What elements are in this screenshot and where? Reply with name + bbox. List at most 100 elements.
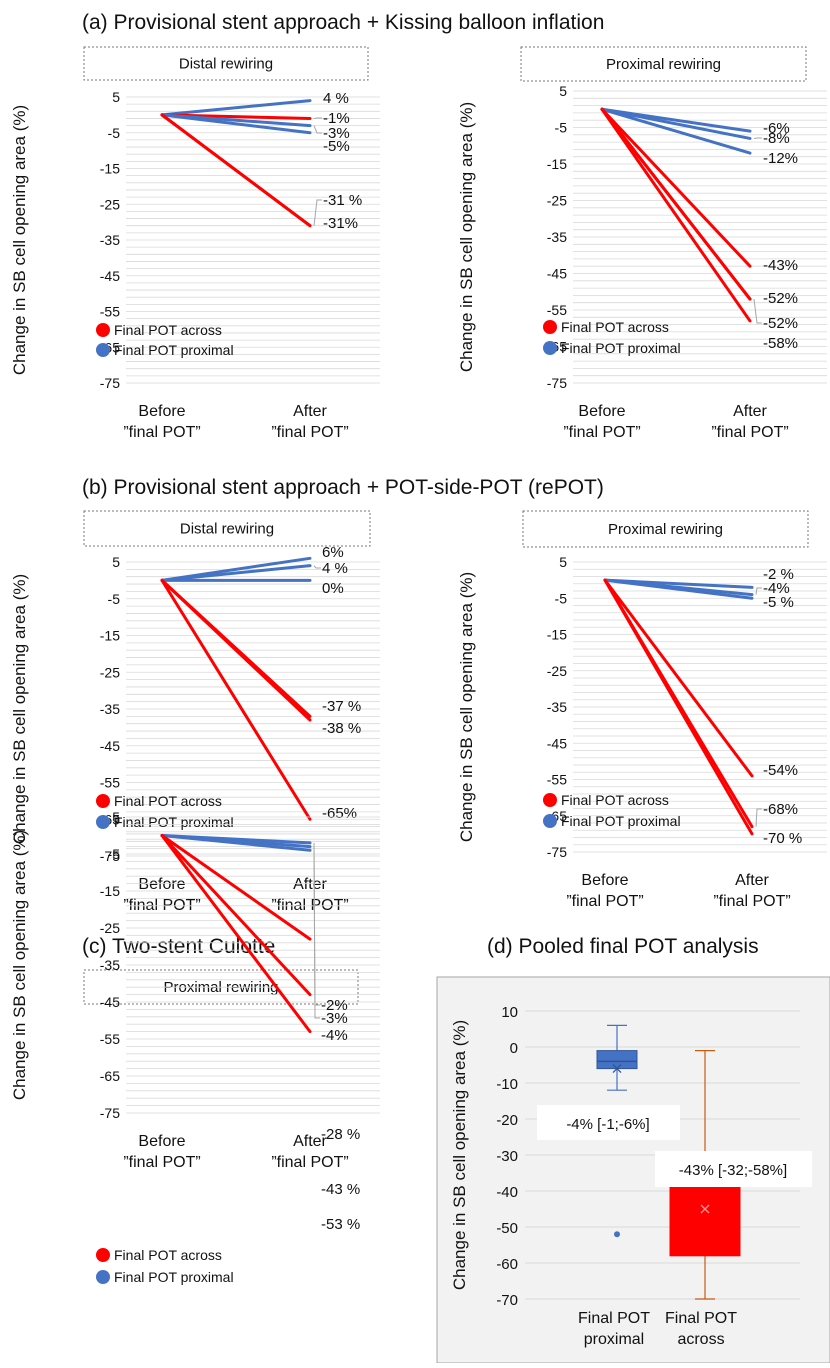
y-tick-label: -55 — [100, 304, 120, 320]
data-label: -43 % — [321, 1181, 360, 1198]
x-category-label: After”final POT” — [271, 876, 348, 914]
y-axis-label: Change in SB cell opening area (%) — [10, 830, 29, 1100]
data-label: -70 % — [763, 830, 802, 847]
legend-marker-across — [543, 320, 557, 334]
data-label: 4 % — [323, 90, 349, 107]
data-label: -54% — [763, 762, 798, 779]
y-tick-label: -65 — [100, 1068, 120, 1084]
x-category-label: Before”final POT” — [123, 403, 200, 441]
box-annotation: -4% [-1;-6%] — [566, 1116, 649, 1133]
data-label: -43% — [763, 257, 798, 274]
y-tick-label: -60 — [496, 1256, 518, 1273]
y-tick-label: -70 — [496, 1292, 518, 1309]
y-tick-label: -35 — [100, 957, 120, 973]
y-tick-label: -45 — [100, 994, 120, 1010]
series-line-across — [602, 109, 750, 299]
y-tick-label: -55 — [100, 775, 120, 791]
y-tick-label: 0 — [510, 1040, 518, 1057]
y-tick-label: -35 — [547, 229, 567, 245]
section-title-a: (a) Provisional stent approach + Kissing… — [82, 11, 604, 34]
y-tick-label: -55 — [547, 772, 567, 788]
box-outlier — [614, 1231, 620, 1237]
data-label: 4 % — [322, 560, 348, 577]
y-tick-label: -75 — [547, 844, 567, 860]
y-tick-label: -25 — [100, 196, 120, 212]
data-label: -5% — [323, 138, 350, 155]
legend-label: Final POT proximal — [114, 342, 234, 358]
legend-marker-across — [96, 1248, 110, 1262]
y-tick-label: -75 — [547, 375, 567, 391]
data-label: -3% — [321, 1010, 348, 1027]
section-title-d: (d) Pooled final POT analysis — [487, 935, 759, 958]
data-label: -38 % — [322, 720, 361, 737]
chart-title: Proximal rewiring — [608, 521, 723, 538]
legend-marker-proximal — [96, 343, 110, 357]
y-axis-label: Change in SB cell opening area (%) — [457, 102, 476, 372]
y-tick-label: -10 — [496, 1076, 518, 1093]
legend-marker-proximal — [543, 341, 557, 355]
y-tick-label: -35 — [547, 699, 567, 715]
data-label-leader — [314, 126, 322, 133]
y-tick-label: -55 — [547, 302, 567, 318]
legend-marker-proximal — [543, 814, 557, 828]
x-category-label: Before”final POT” — [563, 403, 640, 441]
data-label: -4% — [321, 1027, 348, 1044]
y-tick-label: -25 — [100, 664, 120, 680]
legend-marker-across — [96, 323, 110, 337]
chart-title: Distal rewiring — [179, 56, 273, 73]
chart-b-proximal: Proximal rewiring5-5-15-25-35-45-55-65-7… — [457, 511, 827, 910]
y-tick-label: -5 — [555, 120, 568, 136]
data-label: -52% — [763, 290, 798, 307]
data-label: -31 % — [323, 192, 362, 209]
y-tick-label: -5 — [108, 125, 121, 141]
y-tick-label: -35 — [100, 232, 120, 248]
data-label: -52% — [763, 315, 798, 332]
data-label: -53 % — [321, 1216, 360, 1233]
y-tick-label: -45 — [100, 738, 120, 754]
data-label: -58% — [763, 335, 798, 352]
x-category-label: Before”final POT” — [566, 872, 643, 910]
y-tick-label: -15 — [100, 628, 120, 644]
y-tick-label: -45 — [547, 735, 567, 751]
data-label: -68% — [763, 801, 798, 818]
y-tick-label: -15 — [100, 883, 120, 899]
legend-marker-proximal — [96, 1270, 110, 1284]
data-label-leader — [756, 809, 762, 827]
y-tick-label: -15 — [100, 161, 120, 177]
y-tick-label: -20 — [496, 1112, 518, 1129]
y-tick-label: 5 — [559, 554, 567, 570]
legend-label: Final POT across — [114, 793, 222, 809]
y-tick-label: -45 — [547, 266, 567, 282]
data-label: -37 % — [322, 698, 361, 715]
chart-b-distal: Distal rewiring5-5-15-25-35-45-55-65-75C… — [10, 511, 380, 914]
chart-title: Distal rewiring — [180, 521, 274, 538]
data-label-leader — [314, 566, 321, 568]
legend-marker-across — [543, 793, 557, 807]
x-category-label: After”final POT” — [271, 403, 348, 441]
box-proximal — [597, 1051, 637, 1069]
data-label: 0% — [322, 580, 344, 597]
y-axis-label: Change in SB cell opening area (%) — [10, 105, 29, 375]
y-tick-label: 5 — [112, 89, 120, 105]
y-tick-label: -25 — [100, 920, 120, 936]
y-tick-label: 10 — [501, 1004, 518, 1021]
legend-label: Final POT proximal — [561, 813, 681, 829]
box-annotation: -43% [-32;-58%] — [679, 1162, 787, 1179]
data-label: -31% — [323, 215, 358, 232]
chart-a-proximal: Proximal rewiring5-5-15-25-35-45-55-65-7… — [457, 47, 827, 441]
y-tick-label: -25 — [547, 663, 567, 679]
legend-label: Final POT proximal — [114, 1269, 234, 1285]
y-tick-label: -5 — [555, 590, 568, 606]
data-label: 6% — [322, 544, 344, 561]
legend-label: Final POT across — [114, 1247, 222, 1263]
x-category-label: After”final POT” — [711, 403, 788, 441]
y-tick-label: 5 — [112, 554, 120, 570]
y-tick-label: -5 — [108, 846, 121, 862]
data-label: -65% — [322, 805, 357, 822]
legend-label: Final POT across — [114, 322, 222, 338]
chart-title: Proximal rewiring — [606, 56, 721, 73]
data-label: -8% — [763, 130, 790, 147]
charts-layer: Distal rewiring5-5-15-25-35-45-55-65-75C… — [10, 47, 830, 1363]
